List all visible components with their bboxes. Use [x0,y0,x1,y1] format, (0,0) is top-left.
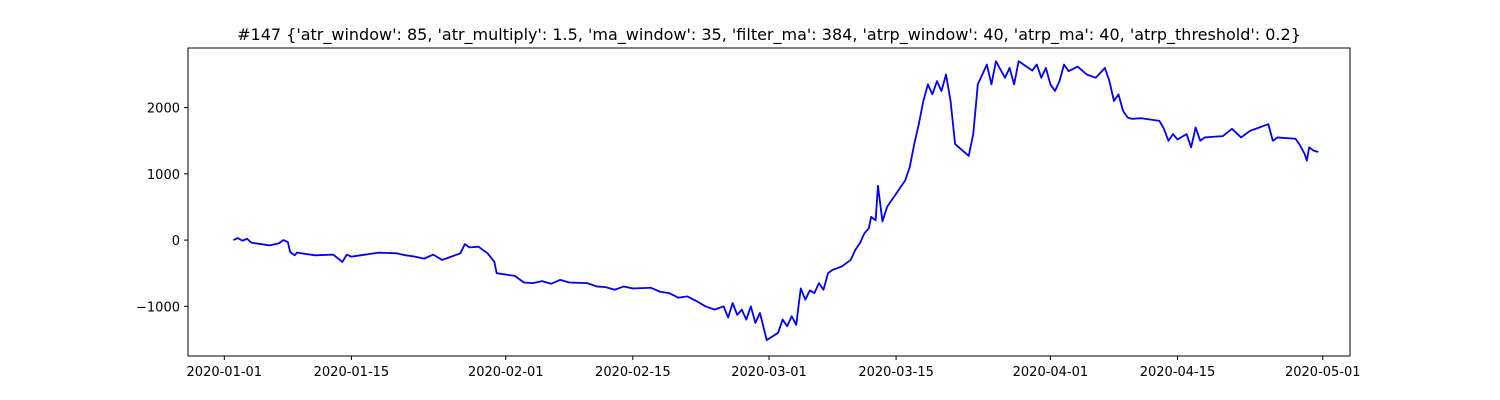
x-tick-label: 2020-01-15 [314,365,390,380]
plot-area [233,60,1319,342]
chart-title: #147 {'atr_window': 85, 'atr_multiply': … [237,25,1301,45]
y-tick-label: 2000 [147,102,180,117]
x-tick-label: 2020-04-01 [1013,365,1089,380]
y-tick-label: −1000 [136,300,180,315]
x-tick-label: 2020-05-01 [1285,365,1361,380]
y-tick-label: 0 [172,234,180,249]
series-line [233,60,1319,342]
x-tick-label: 2020-04-15 [1140,365,1216,380]
axes: 2020-01-01 2020-01-15 2020-02-01 2020-02-15… [136,47,1361,380]
x-tick-label: 2020-02-15 [595,365,671,380]
x-tick-label: 2020-03-15 [858,365,934,380]
y-tick-label: 1000 [147,168,180,183]
x-tick-label: 2020-02-01 [468,365,544,380]
x-tick-label: 2020-03-01 [731,365,807,380]
x-tick-label: 2020-01-01 [187,365,263,380]
plot-frame [187,47,1351,357]
